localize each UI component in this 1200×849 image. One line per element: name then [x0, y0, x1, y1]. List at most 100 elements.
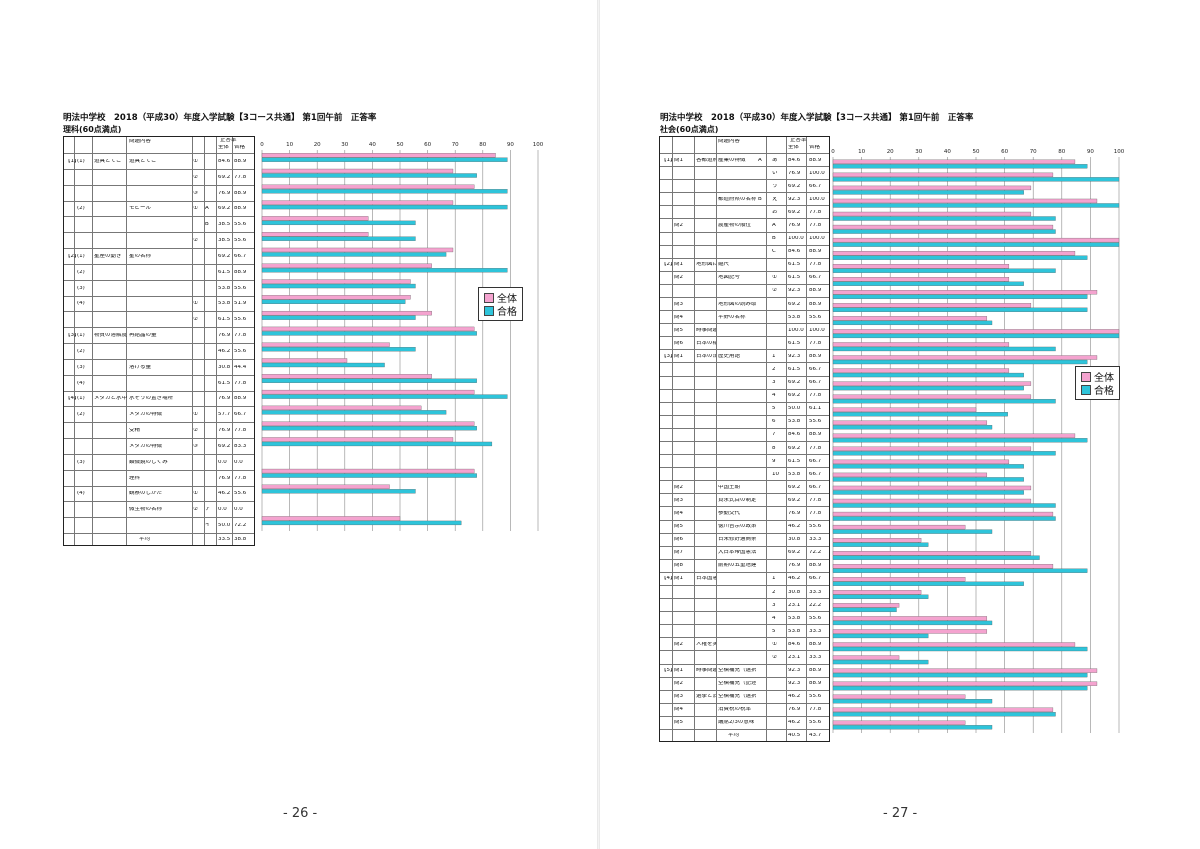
passed-bar [261, 441, 493, 447]
overall-rate-cell: 61.5 [788, 340, 801, 346]
table-row: ② 61.5 55.6 [64, 311, 254, 328]
overall-rate-cell: 76.9 [788, 510, 801, 516]
overall-rate-cell: 53.8 [788, 419, 801, 425]
passed-bar [832, 607, 897, 613]
table-row: イ 50.0 72.2 [64, 517, 254, 534]
question-group-label: 問6 [674, 537, 683, 543]
overall-bar [261, 374, 432, 379]
overall-rate-cell: 92.3 [788, 681, 801, 687]
overall-bar [832, 629, 988, 634]
passed-bar [832, 216, 1056, 221]
overall-rate-cell: 69.2 [788, 484, 801, 490]
column-divider [216, 137, 217, 545]
header-passed: 合格 [809, 145, 821, 150]
overall-bar [261, 200, 454, 205]
sub-mark: い [772, 170, 778, 176]
average-passed: 43.7 [809, 733, 822, 738]
passed-bar [832, 398, 1056, 404]
overall-rate-cell: 100.0 [788, 236, 804, 242]
table-row: 微生物の名称 ② ア 0.0 0.0 [64, 501, 254, 518]
passed-bar [832, 385, 1024, 391]
passed-rate-cell: 72.2 [234, 523, 247, 529]
table-row: ② 38.5 55.6 [64, 232, 254, 249]
table-row: 問4 消費税の税率 76.9 77.8 [660, 702, 829, 717]
passed-rate-cell: 88.9 [809, 353, 822, 359]
sub-mark: 6 [772, 419, 776, 425]
passed-rate-cell: 61.1 [809, 406, 822, 412]
item-label: 道具とてこ [129, 158, 157, 164]
overall-rate-cell: 69.2 [218, 253, 231, 259]
overall-bar [832, 707, 1054, 712]
table-row: C 84.6 88.9 [660, 244, 829, 259]
overall-rate-cell: 30.8 [788, 589, 801, 595]
passed-rate-cell: 77.8 [809, 209, 822, 215]
overall-rate-cell: 100.0 [788, 327, 804, 333]
table-row: 【2】問1 地形図について縮尺 61.5 77.8 [660, 257, 829, 272]
tick-label: 0 [831, 149, 835, 155]
overall-rate-cell: 57.7 [218, 412, 231, 418]
passed-bar [261, 489, 416, 494]
sub-mark: ② [772, 654, 777, 660]
passed-rate-cell: 66.7 [809, 484, 822, 490]
overall-bar [832, 355, 1098, 360]
passed-rate-cell: 100.0 [809, 327, 825, 333]
question-group-label: 問3 [674, 497, 683, 503]
passed-rate-cell: 88.9 [809, 563, 822, 569]
tick-label: 30 [915, 149, 922, 155]
overall-bar [832, 472, 988, 478]
overall-rate-cell: 69.2 [218, 206, 231, 212]
table-row: 7 84.6 88.9 [660, 427, 829, 442]
overall-bar [832, 537, 922, 543]
passed-rate-cell: 77.8 [809, 707, 822, 713]
passed-bar [832, 164, 1088, 169]
subject-label: 社会(60点満点) [660, 125, 719, 134]
passed-rate-cell: 77.8 [234, 380, 247, 386]
passed-swatch [484, 305, 494, 316]
sub-mark: 10 [772, 471, 779, 477]
overall-rate-cell: 76.9 [218, 428, 231, 434]
question-group-label: 問2 [674, 275, 683, 281]
passed-bar [832, 255, 1088, 260]
overall-bar [832, 277, 1010, 282]
passed-rate-cell: 100.0 [809, 236, 825, 242]
item-mark: ② [193, 238, 198, 244]
passed-bar [261, 426, 477, 431]
item-mark: B [758, 196, 762, 202]
overall-rate-cell: 69.2 [218, 443, 231, 449]
passed-bar [832, 372, 1024, 378]
overall-rate-cell: 61.5 [788, 458, 801, 464]
table-row: 8 69.2 77.8 [660, 441, 829, 455]
overall-rate-cell: 53.8 [788, 314, 801, 320]
overall-rate-cell: 69.2 [788, 209, 801, 215]
big-question-label: 【4】 [661, 576, 676, 582]
table-row: (2) 46.2 55.6 [64, 343, 254, 360]
table-row: ② 92.3 88.9 [660, 283, 829, 298]
overall-rate-cell: 69.2 [218, 174, 231, 180]
page-social-studies: 明法中学校 2018（平成30）年度入学試験【3コース共通】 第1回午前 正答率… [600, 0, 1200, 849]
passed-rate-cell: 77.8 [234, 428, 247, 434]
overall-bar [832, 694, 966, 699]
overall-rate-cell: 84.6 [788, 249, 801, 255]
average-overall: 40.5 [788, 733, 801, 738]
table-row: ② 23.1 33.3 [660, 650, 829, 664]
passed-bar [832, 672, 1088, 678]
item-mark: ① [193, 301, 198, 307]
table-row: 2 30.8 33.3 [660, 585, 829, 599]
column-divider [232, 137, 233, 545]
question-group-label: 問2 [674, 641, 683, 647]
passed-rate-cell: 77.8 [809, 445, 822, 451]
topic-label: 人権を実現するための法律 [696, 641, 716, 647]
question-group-label: 問1 [674, 262, 683, 268]
topic-label: 物質の溶解度 [94, 333, 127, 339]
overall-bar [832, 603, 900, 608]
column-divider [204, 137, 205, 545]
passed-bar [832, 646, 1088, 652]
overall-rate-cell: 38.5 [218, 238, 231, 244]
table-row: 【4】(1) メダカと水中の微生物水そうの置き場所 76.988.9 [64, 390, 254, 408]
column-divider [694, 137, 695, 741]
passed-bar [832, 190, 1024, 195]
overall-rate-cell: 69.2 [788, 301, 801, 307]
overall-bar [261, 153, 496, 158]
passed-bar [832, 229, 1056, 234]
passed-bar [832, 685, 1088, 691]
